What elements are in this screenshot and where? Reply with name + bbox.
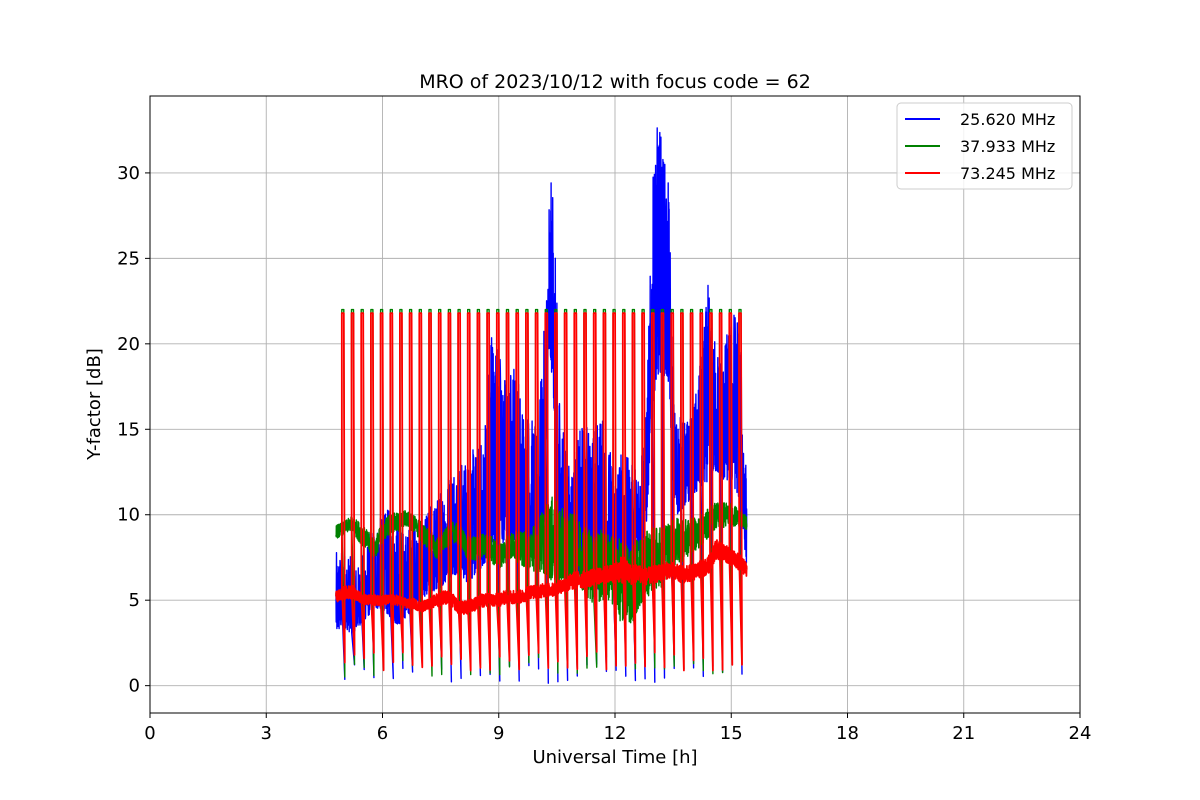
x-tick-label: 0 — [144, 723, 155, 744]
series-line-37933 — [335, 308, 748, 678]
x-tick-label: 18 — [836, 723, 859, 744]
chart-title: MRO of 2023/10/12 with focus code = 62 — [419, 71, 811, 93]
x-tick-label: 3 — [261, 723, 272, 744]
y-tick-label: 20 — [117, 334, 140, 355]
legend-label-25620: 25.620 MHz — [960, 110, 1055, 129]
legend: 25.620 MHz 37.933 MHz 73.245 MHz — [896, 102, 1073, 190]
x-tick-label: 24 — [1069, 723, 1092, 744]
x-tick-label: 15 — [720, 723, 743, 744]
y-tick-label: 25 — [117, 248, 140, 269]
y-tick-label: 10 — [117, 505, 140, 526]
y-tick-label: 5 — [129, 590, 140, 611]
y-tick-label: 30 — [117, 163, 140, 184]
series-line-73245 — [335, 312, 748, 672]
x-tick-label: 6 — [377, 723, 388, 744]
y-tick-label: 15 — [117, 419, 140, 440]
x-tick-label: 12 — [604, 723, 627, 744]
x-tick-label: 9 — [493, 723, 504, 744]
x-axis-label: Universal Time [h] — [532, 747, 697, 768]
axis-ticks: 0 3 6 9 12 15 18 21 24 0 5 10 15 20 25 30 — [117, 163, 1091, 744]
plot-area — [335, 127, 748, 684]
x-tick-label: 21 — [952, 723, 975, 744]
y-axis-label: Y-factor [dB] — [84, 348, 105, 461]
legend-label-73245: 73.245 MHz — [960, 164, 1055, 183]
legend-label-37933: 37.933 MHz — [960, 137, 1055, 156]
y-tick-label: 0 — [129, 676, 140, 697]
legend-box — [896, 102, 1073, 190]
